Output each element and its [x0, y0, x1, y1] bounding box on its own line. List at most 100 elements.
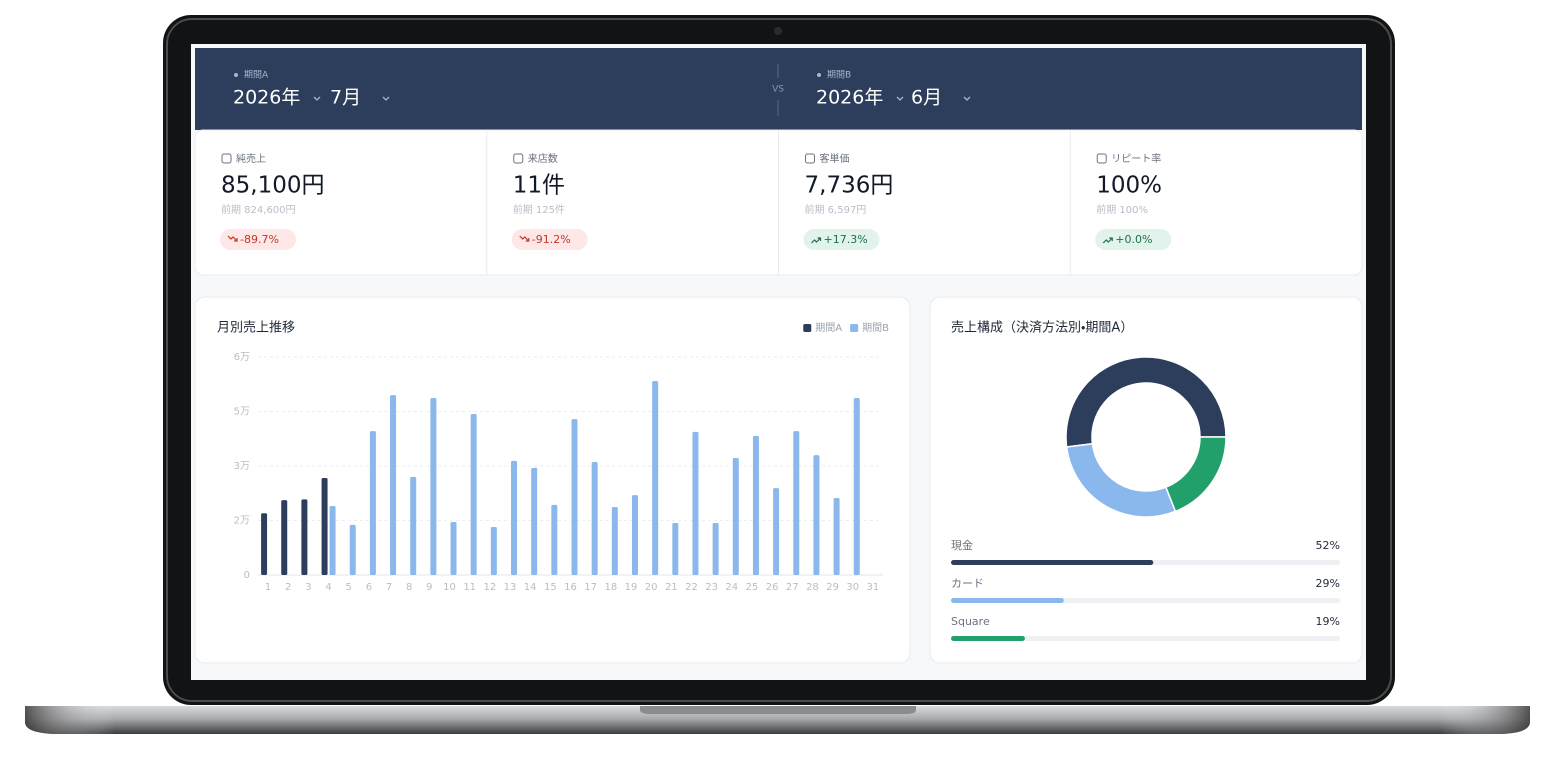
kpi-icon [221, 153, 232, 164]
period-month[interactable]: 7月 [330, 87, 361, 109]
legend-label: 期間B [862, 322, 889, 334]
x-tick-label: 22 [685, 582, 698, 593]
kpi-value: 7,736円 [805, 173, 894, 199]
bar [490, 527, 497, 575]
breakdown-value: 29% [1316, 577, 1340, 590]
bar [732, 458, 739, 575]
chart-title: 売上構成（決済方法別・期間A） [951, 320, 1133, 336]
dot [234, 73, 238, 77]
caret [313, 96, 321, 101]
x-tick-label: 25 [746, 582, 759, 593]
breakdown-label: カード [951, 577, 984, 590]
donut-chart: 現金 52% カード 29% Square 19% [951, 356, 1340, 641]
bar [321, 477, 328, 575]
x-tick-label: 17 [584, 582, 597, 593]
trend-badge [803, 229, 880, 250]
x-tick-label: 6 [366, 582, 372, 593]
bar [631, 495, 638, 575]
breakdown-value: 52% [1316, 539, 1340, 552]
dot [817, 73, 821, 77]
bar [692, 431, 699, 575]
trend-badge [511, 229, 588, 250]
bar [430, 398, 437, 575]
period-year[interactable]: 2026年 [233, 87, 300, 109]
bar [611, 507, 618, 575]
x-tick-label: 26 [766, 582, 779, 593]
donut-segment [1065, 356, 1227, 448]
kpi-value: 100% [1096, 173, 1162, 199]
kpi-icon [1096, 153, 1107, 164]
kpi-value: 11件 [513, 173, 565, 199]
trend-icon [227, 235, 238, 242]
x-tick-label: 8 [406, 582, 412, 593]
y-tick-label: 3万 [234, 461, 250, 472]
bar [470, 414, 477, 575]
breakdown-bar [951, 636, 1025, 641]
bar [773, 488, 780, 575]
x-tick-label: 12 [483, 582, 496, 593]
bar [369, 431, 376, 575]
kpi-icon [513, 153, 524, 164]
trend-icon [1102, 237, 1113, 244]
camera [774, 27, 782, 35]
trend-icon [811, 237, 822, 244]
bar [591, 462, 598, 575]
chart-title: 月別売上推移 [217, 320, 295, 336]
x-tick-label: 9 [426, 582, 432, 593]
period-month[interactable]: 6月 [911, 87, 942, 109]
caret [382, 96, 390, 101]
period-header [195, 48, 1362, 130]
kpi-value: 85,100円 [221, 173, 324, 199]
x-tick-label: 31 [867, 582, 880, 593]
vs-label: VS [772, 85, 784, 95]
bar-card [194, 296, 911, 664]
bar [410, 476, 417, 575]
bar [672, 523, 679, 575]
kpi-previous: 前期 6,597円 [805, 203, 867, 216]
breakdown-value: 19% [1316, 615, 1340, 628]
bar [793, 431, 800, 575]
breakdown-label: Square [951, 615, 990, 628]
bar [261, 513, 268, 575]
x-tick-label: 28 [806, 582, 819, 593]
bar [531, 467, 538, 575]
caret [963, 96, 971, 101]
breakdown-bar [951, 598, 1064, 603]
bar [390, 395, 397, 575]
trend-change: +0.0% [1115, 233, 1152, 246]
legend-swatch [803, 324, 812, 332]
period-label: 期間B [827, 70, 851, 81]
period-year[interactable]: 2026年 [816, 87, 883, 109]
y-tick-label: 0 [244, 570, 250, 581]
bar [329, 505, 336, 575]
bar [301, 499, 308, 575]
y-tick-label: 6万 [234, 352, 250, 363]
laptop-notch [640, 706, 916, 714]
x-tick-label: 19 [625, 582, 638, 593]
x-tick-label: 13 [504, 582, 517, 593]
trend-change: -89.7% [240, 233, 279, 246]
x-tick-label: 29 [826, 582, 839, 593]
legend-label: 期間A [815, 322, 842, 334]
laptop-base-shade [25, 706, 1530, 734]
trend-badge [220, 229, 296, 250]
x-tick-label: 23 [705, 582, 718, 593]
x-tick-label: 21 [665, 582, 678, 593]
x-tick-label: 30 [846, 582, 859, 593]
x-tick-label: 2 [285, 582, 291, 593]
y-tick-label: 2万 [234, 516, 250, 527]
x-tick-label: 11 [463, 582, 476, 593]
kpi-previous: 前期 100% [1096, 203, 1148, 216]
trend-change: +17.3% [824, 233, 868, 246]
x-tick-label: 1 [265, 582, 271, 593]
kpi-label: 客単価 [820, 152, 850, 165]
x-tick-label: 24 [725, 582, 738, 593]
x-tick-label: 18 [604, 582, 617, 593]
trend-icon [519, 235, 530, 242]
breakdown-track [951, 636, 1340, 641]
bar [853, 398, 860, 575]
donut-segment [1164, 436, 1227, 513]
x-tick-label: 7 [386, 582, 392, 593]
